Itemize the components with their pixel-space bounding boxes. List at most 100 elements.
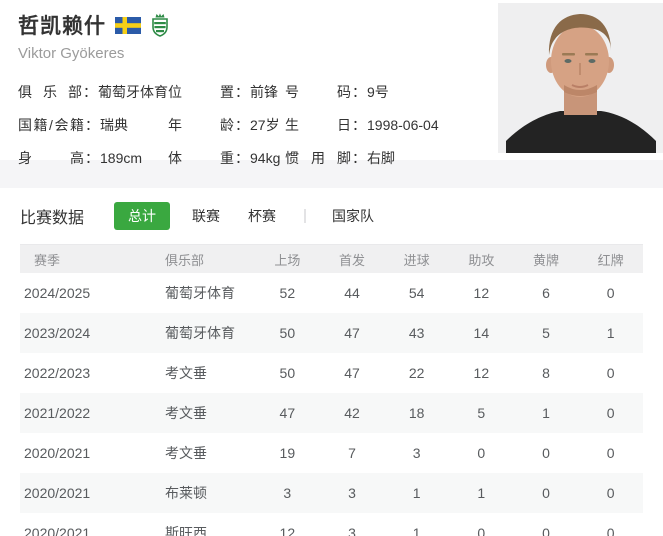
stat-cell: 19 — [279, 445, 296, 461]
sweden-flag-icon — [115, 16, 141, 34]
season-cell: 2021/2022 — [24, 405, 91, 421]
stat-cell: 12 — [473, 285, 490, 301]
info-colon: ： — [83, 83, 97, 100]
info-label: 生 日 — [285, 116, 351, 133]
stat-cell: 18 — [408, 405, 425, 421]
info-colon: ： — [352, 83, 366, 100]
stat-cell: 22 — [408, 365, 425, 381]
info-value: 瑞典 — [100, 116, 128, 133]
season-cell: 2024/2025 — [24, 285, 91, 301]
tab-总计[interactable]: 总计 — [114, 202, 171, 230]
stat-cell: 3 — [412, 445, 421, 461]
column-header-黄牌: 黄牌 — [532, 252, 559, 268]
info-item-nationality: 国籍/会籍：瑞典 — [18, 108, 168, 141]
stat-cell: 0 — [606, 365, 615, 381]
info-colon: ： — [85, 149, 99, 166]
info-label: 身 高 — [18, 149, 84, 166]
stat-cell: 0 — [606, 525, 615, 536]
info-colon: ： — [235, 83, 249, 100]
table-row: 2020/2021 布莱顿 3 3 1 1 0 0 — [20, 473, 643, 513]
stat-cell: 8 — [542, 365, 550, 381]
season-cell: 2020/2021 — [24, 525, 91, 536]
table-row: 2024/2025 葡萄牙体育 52 44 54 12 6 0 — [20, 273, 643, 313]
info-item-age: 年 龄： 27岁 — [168, 108, 285, 141]
tab-杯赛[interactable]: 杯赛 — [248, 208, 277, 224]
info-item-position: 位 置：前锋 — [168, 75, 285, 108]
club-cell: 考文垂 — [165, 405, 207, 421]
stat-cell: 12 — [473, 365, 490, 381]
info-item-number: 号 码： 9号 — [285, 75, 488, 108]
season-cell: 2020/2021 — [24, 485, 91, 501]
info-label: 国籍/会籍 — [18, 116, 84, 133]
info-label: 号 码 — [285, 83, 351, 100]
info-value: 27岁 — [250, 116, 280, 133]
stat-cell: 47 — [344, 325, 360, 341]
stats-table-header-row: 赛季 俱乐部 上场 首发 进球 助攻 黄牌 红牌 — [20, 244, 643, 273]
stat-cell: 0 — [606, 485, 615, 501]
column-header-红牌: 红牌 — [597, 252, 624, 268]
tab-国家队[interactable]: 国家队 — [332, 208, 375, 224]
stat-cell: 0 — [542, 445, 550, 461]
info-value: 右脚 — [367, 149, 395, 166]
club-cell: 考文垂 — [165, 445, 207, 461]
player-name-en: Viktor Gyökeres — [18, 45, 125, 62]
info-colon: ： — [85, 116, 99, 133]
table-row: 2020/2021 考文垂 19 7 3 0 0 0 — [20, 433, 643, 473]
season-cell: 2022/2023 — [24, 365, 91, 381]
stat-cell: 54 — [408, 285, 425, 301]
stat-cell: 0 — [477, 525, 486, 536]
info-label: 体 重 — [168, 149, 234, 166]
info-value: 9号 — [367, 83, 389, 100]
column-header-赛季: 赛季 — [34, 252, 61, 268]
season-cell: 2020/2021 — [24, 445, 91, 461]
info-value: 1998-06-04 — [367, 116, 439, 133]
table-row: 2023/2024 葡萄牙体育 50 47 43 14 5 1 — [20, 313, 643, 353]
section-separator — [0, 160, 663, 188]
info-label: 惯 用 脚 — [285, 149, 351, 166]
stat-cell: 5 — [542, 325, 550, 341]
column-header-助攻: 助攻 — [468, 252, 495, 268]
stat-cell: 52 — [279, 285, 296, 301]
info-item-weight: 体 重： 94kg — [168, 141, 285, 174]
table-row: 2021/2022 考文垂 47 42 18 5 1 0 — [20, 393, 643, 433]
column-header-首发: 首发 — [338, 252, 365, 268]
stat-cell: 50 — [279, 325, 296, 341]
info-item-height: 身 高： 189cm — [18, 141, 168, 174]
stat-cell: 1 — [412, 525, 421, 536]
stat-cell: 0 — [606, 445, 615, 461]
club-cell: 考文垂 — [165, 365, 207, 381]
stat-cell: 6 — [542, 285, 550, 301]
season-cell: 2023/2024 — [24, 325, 91, 341]
info-colon: ： — [235, 116, 249, 133]
stat-cell: 3 — [283, 485, 292, 501]
info-label: 年 龄 — [168, 116, 234, 133]
column-header-俱乐部: 俱乐部 — [165, 252, 205, 268]
info-colon: ： — [352, 116, 366, 133]
tab-联赛[interactable]: 联赛 — [192, 208, 221, 224]
club-cell: 布莱顿 — [165, 485, 207, 501]
player-info-grid: 俱 乐 部：葡萄牙体育位 置：前锋号 码： 9号 国籍/会籍：瑞典年 龄： 27岁生 … — [18, 75, 488, 174]
stat-cell: 1 — [477, 485, 486, 501]
stat-cell: 47 — [279, 405, 296, 421]
stat-cell: 44 — [344, 285, 360, 301]
stat-cell: 0 — [606, 285, 615, 301]
stat-cell: 0 — [542, 525, 550, 536]
stats-section-title: 比赛数据 — [20, 210, 85, 227]
column-header-进球: 进球 — [403, 252, 430, 268]
info-label: 位 置 — [168, 83, 234, 100]
stat-cell: 7 — [348, 445, 356, 461]
table-row: 2020/2021 斯旺西 12 3 1 0 0 0 — [20, 513, 643, 536]
stat-cell: 12 — [279, 525, 296, 536]
stat-cell: 14 — [473, 325, 490, 341]
column-header-上场: 上场 — [274, 252, 301, 268]
info-value: 94kg — [250, 149, 281, 166]
info-value: 前锋 — [250, 83, 278, 100]
stat-cell: 50 — [279, 365, 296, 381]
info-item-birthday: 生 日： 1998-06-04 — [285, 108, 488, 141]
player-title-row: 哲凯赖什 — [0, 0, 663, 40]
stats-table: 赛季 俱乐部 上场 首发 进球 助攻 黄牌 红牌 2024/2025 葡萄牙体育 52 44 54 12… — [0, 244, 663, 536]
stat-cell: 42 — [344, 405, 360, 421]
player-info-card: 哲凯赖什 Viktor Gyökeres 俱 乐 部：葡萄牙体育位 — [0, 0, 663, 166]
player-photo — [498, 3, 663, 153]
